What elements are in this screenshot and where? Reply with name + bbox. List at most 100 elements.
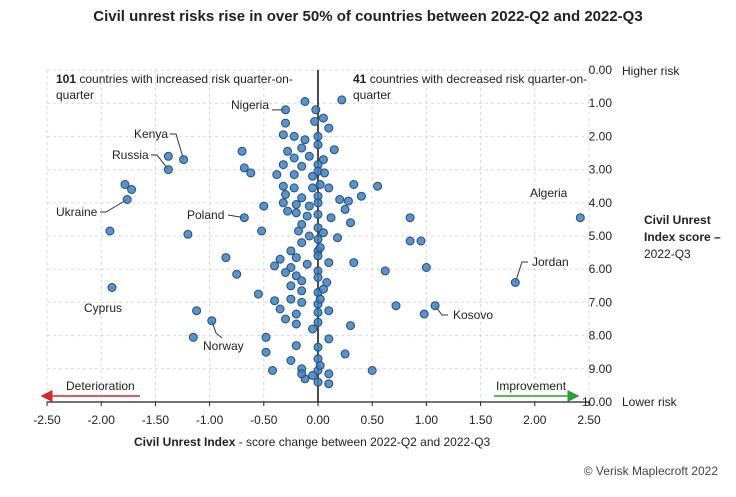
data-point-138: [302, 259, 312, 269]
leader-ukraine: [100, 199, 128, 213]
data-point-63: [127, 185, 137, 194]
data-point-50: [259, 201, 269, 211]
data-point-119: [324, 379, 334, 389]
data-point-97: [291, 309, 301, 319]
label-algeria: Algeria: [530, 186, 568, 200]
data-point-75: [324, 258, 334, 268]
y-end-label-top: Higher risk: [622, 64, 680, 78]
data-point-69: [286, 246, 296, 256]
x-tick-label-2: -1.50: [142, 413, 170, 427]
label-poland: Poland: [187, 208, 224, 222]
x-tick-label-6: 0.50: [361, 413, 385, 427]
data-point-47: [343, 196, 353, 206]
data-point-3: [311, 105, 321, 115]
data-point-78: [286, 263, 296, 272]
data-point-102: [313, 317, 323, 327]
x-tick-label-10: 2.50: [577, 413, 601, 427]
y-tick-label-6: 6.00: [589, 262, 613, 276]
data-point-5: [324, 123, 334, 133]
data-point-95: [315, 294, 325, 304]
data-point-19: [278, 160, 288, 170]
data-point-7: [310, 117, 320, 126]
x-tick-label-5: 0.00: [306, 413, 330, 427]
y-tick-label-4: 4.00: [589, 196, 613, 210]
y-axis-title-line3: 2022-Q3: [644, 247, 691, 261]
data-point-123: [324, 369, 334, 379]
label-cyprus: Cyprus: [84, 301, 122, 315]
data-point-32: [278, 181, 288, 191]
y-tick-label-8: 8.00: [589, 329, 613, 343]
data-point-105: [188, 332, 198, 342]
y-tick-label-9: 9.00: [589, 362, 613, 376]
data-point-120: [367, 366, 377, 375]
data-point-137: [318, 228, 328, 238]
x-tick-labels: -2.50 -2.00 -1.50 -1.00 -0.50 0.00 0.50 1.00 1.5…: [33, 402, 601, 427]
increased-annotation: 101 countries with increased risk quarte…: [56, 72, 293, 86]
data-point-39: [297, 193, 307, 203]
data-point-109: [291, 341, 301, 351]
data-point-11: [313, 131, 323, 141]
data-point-98: [313, 307, 323, 317]
data-point-100: [281, 314, 290, 324]
data-point-48: [356, 191, 366, 201]
data-point-72: [275, 254, 285, 264]
data-point-31: [163, 165, 173, 175]
data-point-88: [297, 286, 307, 296]
data-point-8: [278, 130, 288, 140]
data-point-130: [421, 263, 431, 272]
decreased-annotation-line2: quarter: [353, 88, 391, 102]
data-point-28: [237, 146, 247, 156]
data-point-9: [289, 131, 299, 141]
data-point-139: [318, 284, 328, 294]
data-point-90: [253, 289, 263, 299]
x-tick-label-4: -0.50: [250, 413, 278, 427]
data-point-64: [120, 180, 130, 189]
y-tick-label-5: 5.00: [589, 229, 613, 243]
data-point-99: [324, 306, 334, 316]
deterioration-label: Deterioration: [66, 379, 135, 393]
data-point-118: [313, 377, 323, 387]
data-point-38: [281, 190, 290, 199]
data-point-135: [107, 283, 117, 292]
data-point-93: [297, 297, 307, 307]
y-axis-title-line1: Civil Unrest: [644, 213, 711, 227]
y-tick-labels: 0.00 1.00 2.00 3.00 4.00 5.00 6.00 7.00 8.00 9.00…: [582, 63, 612, 409]
data-point-14: [313, 140, 323, 150]
data-point-82: [281, 268, 290, 277]
data-point-131: [419, 309, 429, 319]
data-point-104: [192, 306, 202, 316]
leader-kenya: [170, 133, 185, 160]
leader-jordan: [514, 261, 528, 283]
y-tick-label-3: 3.00: [589, 163, 613, 177]
data-point-10: [300, 135, 310, 145]
data-point-51: [239, 213, 249, 223]
data-point-49: [373, 181, 383, 191]
data-point-92: [286, 294, 296, 304]
y-tick-label-1: 1.00: [589, 96, 613, 110]
label-kenya: Kenya: [134, 127, 168, 141]
x-axis-title: Civil Unrest Index - score change betwee…: [134, 435, 491, 449]
data-point-110: [313, 342, 323, 352]
y-axis-title-line2: Index score –: [644, 230, 721, 244]
data-point-141: [315, 361, 325, 370]
data-point-1: [337, 95, 347, 105]
data-point-80: [221, 253, 231, 263]
decreased-annotation: 41 countries with decreased risk quarter…: [353, 72, 587, 86]
leader-russia: [151, 154, 169, 170]
x-tick-label-9: 2.00: [523, 413, 547, 427]
y-tick-label-7: 7.00: [589, 295, 613, 309]
y-tick-label-0: 0.00: [589, 63, 613, 77]
data-point-85: [297, 276, 307, 286]
data-point-81: [232, 269, 242, 279]
data-point-67: [313, 234, 323, 244]
x-tick-label-1: -2.00: [88, 413, 116, 427]
data-points: [105, 95, 585, 389]
data-point-16: [289, 153, 299, 163]
data-point-65: [105, 226, 115, 236]
data-point-43: [291, 200, 301, 209]
data-point-15: [329, 145, 339, 155]
data-point-6: [281, 118, 290, 128]
data-point-0: [281, 105, 290, 115]
data-point-18: [318, 155, 328, 165]
